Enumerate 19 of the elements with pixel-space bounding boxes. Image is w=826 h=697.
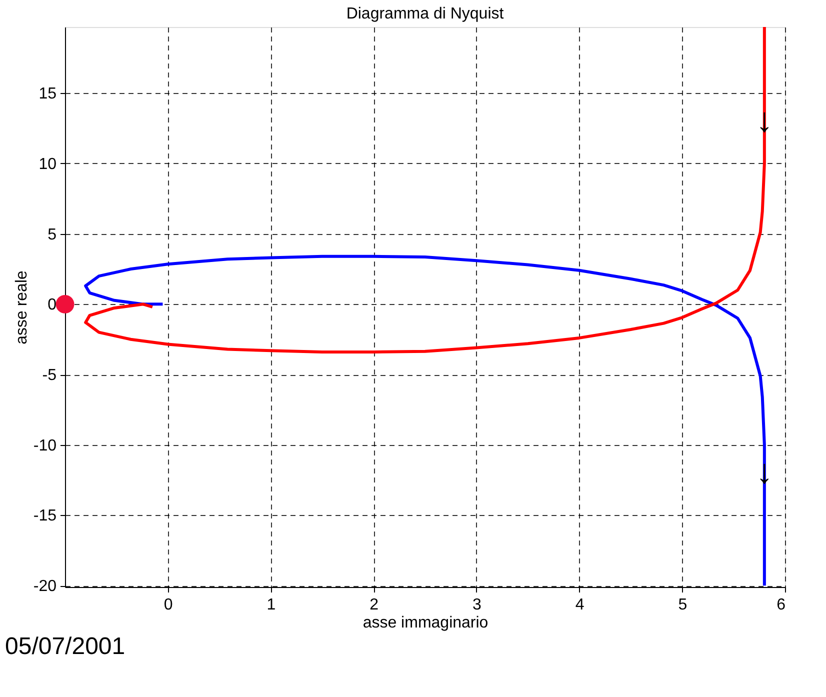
- y-tick-label: -20: [33, 578, 57, 596]
- y-tick-label: 15: [38, 86, 57, 103]
- y-tick-label: 0: [48, 296, 57, 314]
- y-tick-label: 10: [38, 156, 57, 173]
- x-tick-label: 0: [164, 596, 173, 614]
- x-tick-label: 6: [776, 596, 786, 614]
- x-tick-label: 3: [472, 596, 482, 614]
- x-tick-label: 4: [575, 596, 584, 614]
- y-axis-title: asse reale: [13, 270, 30, 344]
- y-tick-label: -15: [33, 508, 57, 525]
- x-axis-title: asse immaginario: [362, 614, 488, 632]
- x-tick-label: 2: [370, 596, 379, 614]
- y-tick-label: -5: [42, 367, 57, 384]
- chart-title: Diagramma di Nyquist: [346, 6, 504, 22]
- y-tick-label: -10: [33, 437, 57, 454]
- y-tick-label: 5: [48, 226, 57, 244]
- x-tick-label: 1: [266, 596, 276, 614]
- x-tick-label: 5: [678, 596, 688, 614]
- text: 05/07/2001: [5, 633, 126, 660]
